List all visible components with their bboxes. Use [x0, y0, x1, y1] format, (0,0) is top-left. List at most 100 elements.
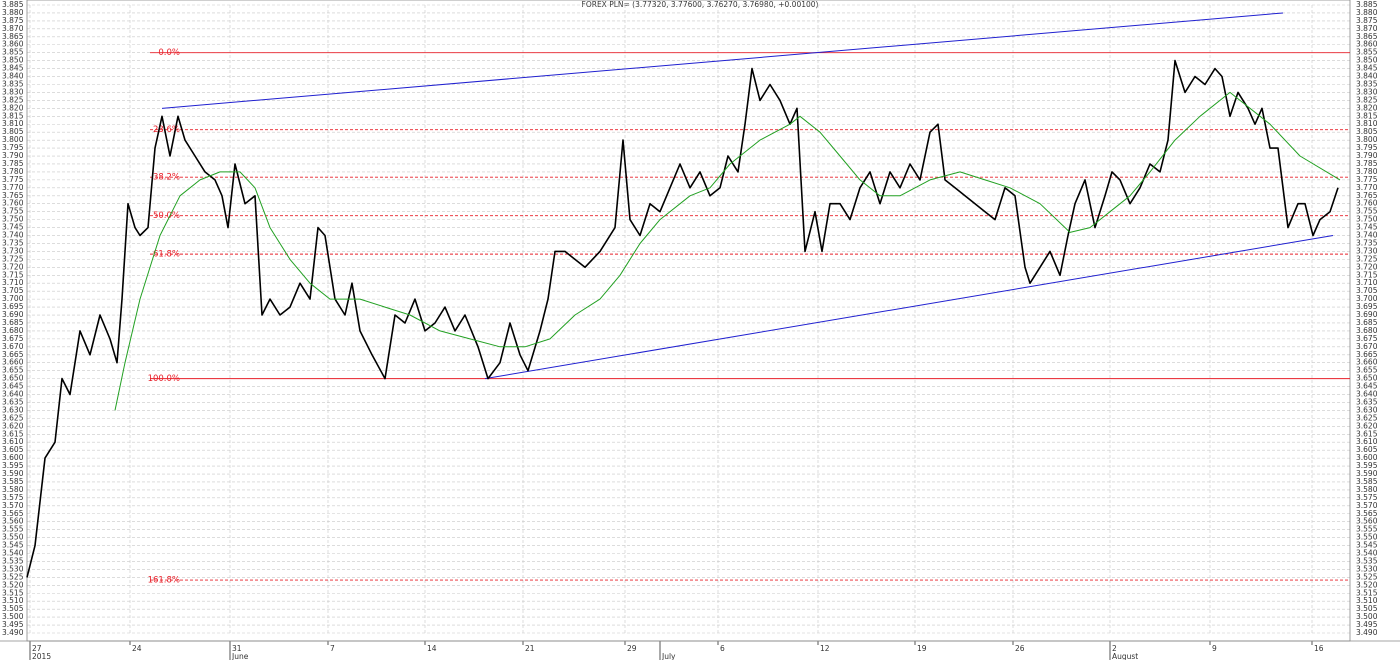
- y-tick-label-right: 3.815: [1356, 111, 1378, 120]
- y-tick-label: 3.615: [2, 429, 24, 438]
- y-tick-label: 3.550: [2, 533, 24, 542]
- y-tick-label: 3.735: [2, 238, 24, 247]
- y-tick-label: 3.755: [2, 207, 24, 216]
- x-tick-label: 7: [330, 644, 335, 653]
- x-tick-label: 14: [427, 644, 437, 653]
- y-tick-label-right: 3.835: [1356, 79, 1378, 88]
- y-tick-label: 3.670: [2, 342, 24, 351]
- y-tick-label-right: 3.520: [1356, 580, 1378, 589]
- y-tick-label-right: 3.745: [1356, 223, 1378, 232]
- x-tick-label: 16: [1314, 644, 1324, 653]
- trendline: [484, 235, 1334, 380]
- y-tick-label-right: 3.555: [1356, 525, 1378, 534]
- period-label: July: [661, 652, 676, 660]
- y-tick-label-right: 3.490: [1356, 628, 1378, 637]
- y-tick-label: 3.725: [2, 254, 24, 263]
- y-tick-label-right: 3.820: [1356, 103, 1378, 112]
- y-tick-label: 3.830: [2, 87, 24, 96]
- x-tick-label: 9: [1212, 644, 1217, 653]
- y-tick-label: 3.510: [2, 596, 24, 605]
- y-tick-label: 3.885: [2, 0, 24, 9]
- y-tick-label-right: 3.810: [1356, 119, 1378, 128]
- y-tick-label-right: 3.610: [1356, 437, 1378, 446]
- y-tick-label-right: 3.860: [1356, 40, 1378, 49]
- y-tick-label: 3.715: [2, 270, 24, 279]
- y-tick-label-right: 3.505: [1356, 604, 1378, 613]
- y-tick-label-right: 3.690: [1356, 310, 1378, 319]
- y-tick-label-right: 3.620: [1356, 421, 1378, 430]
- y-tick-label-right: 3.865: [1356, 32, 1378, 41]
- y-tick-label: 3.525: [2, 572, 24, 581]
- y-tick-label: 3.690: [2, 310, 24, 319]
- y-tick-label-right: 3.565: [1356, 509, 1378, 518]
- y-tick-label: 3.790: [2, 151, 24, 160]
- y-tick-label-right: 3.830: [1356, 87, 1378, 96]
- y-tick-label-right: 3.655: [1356, 366, 1378, 375]
- y-tick-label-right: 3.645: [1356, 382, 1378, 391]
- y-tick-label-right: 3.595: [1356, 461, 1378, 470]
- level-label: 38.2%: [153, 173, 180, 183]
- x-tick-label: 24: [132, 644, 142, 653]
- y-tick-label: 3.580: [2, 485, 24, 494]
- x-tick-label: 21: [525, 644, 535, 653]
- y-tick-label-right: 3.615: [1356, 429, 1378, 438]
- y-tick-label: 3.540: [2, 549, 24, 558]
- y-tick-label-right: 3.840: [1356, 72, 1378, 81]
- x-tick-label: 2: [1112, 644, 1117, 653]
- y-tick-label: 3.880: [2, 8, 24, 17]
- y-tick-label-right: 3.705: [1356, 286, 1378, 295]
- price-line: [26, 59, 1339, 578]
- y-tick-label: 3.795: [2, 143, 24, 152]
- level-label: 100.0%: [148, 374, 180, 384]
- y-tick-label: 3.555: [2, 525, 24, 534]
- y-tick-label: 3.675: [2, 334, 24, 343]
- y-tick-label-right: 3.885: [1356, 0, 1378, 9]
- y-tick-label-right: 3.540: [1356, 549, 1378, 558]
- y-tick-label: 3.490: [2, 628, 24, 637]
- y-tick-label-right: 3.800: [1356, 135, 1378, 144]
- y-tick-label: 3.515: [2, 588, 24, 597]
- y-tick-label-right: 3.605: [1356, 445, 1378, 454]
- y-tick-label: 3.815: [2, 111, 24, 120]
- y-tick-label-right: 3.585: [1356, 477, 1378, 486]
- y-tick-label-right: 3.760: [1356, 199, 1378, 208]
- y-tick-label-right: 3.720: [1356, 262, 1378, 271]
- y-tick-label-right: 3.530: [1356, 564, 1378, 573]
- y-tick-label: 3.840: [2, 72, 24, 81]
- y-tick-label-right: 3.725: [1356, 254, 1378, 263]
- y-tick-label-right: 3.675: [1356, 334, 1378, 343]
- period-label: August: [1112, 652, 1138, 660]
- y-tick-label: 3.865: [2, 32, 24, 41]
- x-tick-label: 29: [627, 644, 637, 653]
- period-label: 2015: [32, 652, 51, 660]
- y-tick-label: 3.775: [2, 175, 24, 184]
- y-tick-label: 3.750: [2, 215, 24, 224]
- y-tick-label: 3.875: [2, 16, 24, 25]
- y-tick-label: 3.805: [2, 127, 24, 136]
- y-tick-label-right: 3.850: [1356, 56, 1378, 65]
- y-tick-label: 3.820: [2, 103, 24, 112]
- y-tick-label-right: 3.740: [1356, 231, 1378, 240]
- level-label: 23.6%: [153, 125, 180, 135]
- y-tick-label-right: 3.795: [1356, 143, 1378, 152]
- level-label: 161.8%: [148, 576, 180, 586]
- y-tick-label-right: 3.715: [1356, 270, 1378, 279]
- y-tick-label: 3.610: [2, 437, 24, 446]
- y-tick-label-right: 3.630: [1356, 405, 1378, 414]
- y-tick-label: 3.570: [2, 501, 24, 510]
- y-tick-label: 3.710: [2, 278, 24, 287]
- y-tick-label: 3.585: [2, 477, 24, 486]
- y-tick-label: 3.760: [2, 199, 24, 208]
- y-tick-label: 3.800: [2, 135, 24, 144]
- y-tick-label: 3.535: [2, 556, 24, 565]
- y-tick-label: 3.640: [2, 390, 24, 399]
- y-tick-label: 3.810: [2, 119, 24, 128]
- y-tick-label-right: 3.515: [1356, 588, 1378, 597]
- y-tick-label-right: 3.665: [1356, 350, 1378, 359]
- y-tick-label: 3.630: [2, 405, 24, 414]
- y-tick-label: 3.575: [2, 493, 24, 502]
- y-tick-label: 3.765: [2, 191, 24, 200]
- y-tick-label-right: 3.875: [1356, 16, 1378, 25]
